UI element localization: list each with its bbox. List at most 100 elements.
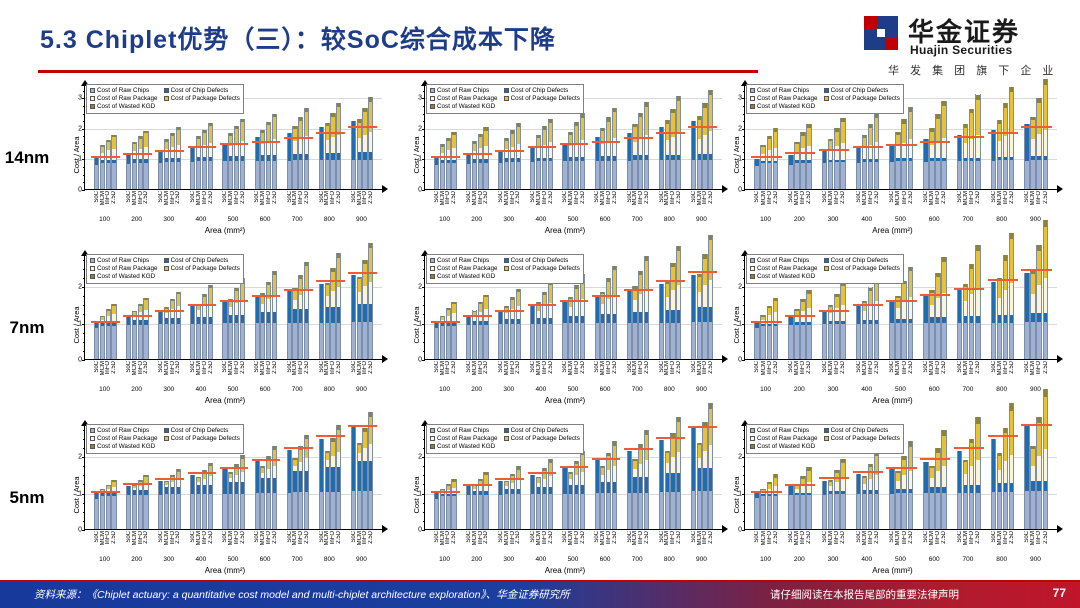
bar-2.5D [611,107,618,189]
bar-segment [537,323,541,359]
legend-label: Cost of Raw Chips [437,427,490,434]
bar-segment [510,158,514,163]
legend-item: Cost of Wasted KGD [750,273,900,281]
bar-2.5D [143,474,149,529]
bar-segment [868,323,873,359]
bar-segment [874,141,879,160]
bar-segment [767,307,772,316]
bar-segment [807,308,811,323]
bar-segment [176,480,180,488]
bar-segment [1009,403,1014,411]
bar-segment [159,312,163,324]
bar-2.5D [611,441,618,529]
bar-segment [100,489,104,490]
bar-segment [229,307,233,315]
bar-segment [325,451,329,454]
bar-segment [569,157,573,162]
bar-segment [1025,272,1029,322]
reference-line [431,156,460,159]
bar-segment [357,159,361,189]
bar-segment [908,161,913,189]
bar-segment [267,459,271,470]
legend-label: Cost of Raw Chips [757,257,810,264]
bar-segment [761,494,765,497]
bar-segment [969,485,974,493]
reference-line [655,131,685,134]
reference-line [219,300,249,303]
bar-segment [446,496,450,529]
bar-MCM [696,273,702,359]
x-axis-arrow-icon [382,185,388,193]
bar-segment [789,324,793,359]
x-subcat-label: 2.5D [873,361,880,374]
bar-segment [261,312,265,324]
bar-segment [208,143,212,157]
bar-segment [255,160,259,189]
bar-segment [202,316,207,324]
bar-segment [132,484,137,486]
bar-segment [472,143,477,152]
bar-segment [112,322,116,327]
bar-segment [548,118,552,123]
bar-segment [645,135,649,156]
bar-segment [478,480,482,486]
bar-segment [822,480,827,495]
y-minor-tick [743,332,745,334]
x-area-label: 100 [439,556,450,563]
y-minor-tick [423,305,425,307]
bar-segment [828,491,833,494]
bar-segment [936,272,940,278]
bar-group-100: SoC MCM InFO 2.5D [434,86,457,205]
y-minor-tick [743,259,745,261]
bar-segment [1043,85,1047,130]
legend-label: Cost of Chip Defects [510,427,569,434]
bar-segment [908,318,913,324]
bar-segment [633,299,637,312]
bar-segment [902,475,906,489]
legend-item: Cost of Raw Package [430,95,498,103]
bar-SoC [1024,272,1030,359]
x-subcat-label: MCM [996,531,1003,546]
x-area-label: 600 [259,216,271,223]
x-subcat-label: InFO [867,191,874,205]
bar-segment [144,324,148,359]
bar-InFO [266,282,272,359]
bar-segment [677,250,681,285]
bar-segment [1037,103,1041,135]
bar-MCM [664,280,670,359]
bar-segment [144,320,148,325]
x-area-label: 200 [131,216,143,223]
x-subcat-label: 2.5D [483,361,490,374]
bar-segment [357,119,361,123]
bar-segment [138,320,142,325]
bar-segment [94,499,99,529]
bar-segment [997,455,1002,470]
y-tick-label: 0 [418,186,422,194]
reference-line [283,137,313,140]
bar-InFO [445,138,451,189]
bar-segment [363,286,367,305]
bar-segment [697,276,701,293]
x-area-label: 100 [439,386,450,393]
legend-swatch [163,96,169,102]
bar-segment [942,493,946,529]
legend-item: Cost of Wasted KGD [430,443,580,451]
bar-segment [369,491,373,529]
bar-segment [930,158,934,162]
bar-segment [835,493,839,529]
bar-segment [1043,491,1047,529]
y-minor-tick [83,520,85,522]
bar-segment [144,133,148,147]
bar-segment [665,140,669,156]
bar-segment [112,305,116,314]
bar-segment [94,158,99,166]
bar-segment [446,323,450,327]
bar-segment [868,162,873,189]
bar-MCM [260,465,266,529]
bar-segment [874,456,879,476]
bar-segment [499,162,503,189]
bar-segment [351,321,356,359]
bar-segment [446,163,450,189]
x-subcat-label: MCM [163,531,170,546]
bar-segment [633,160,637,189]
